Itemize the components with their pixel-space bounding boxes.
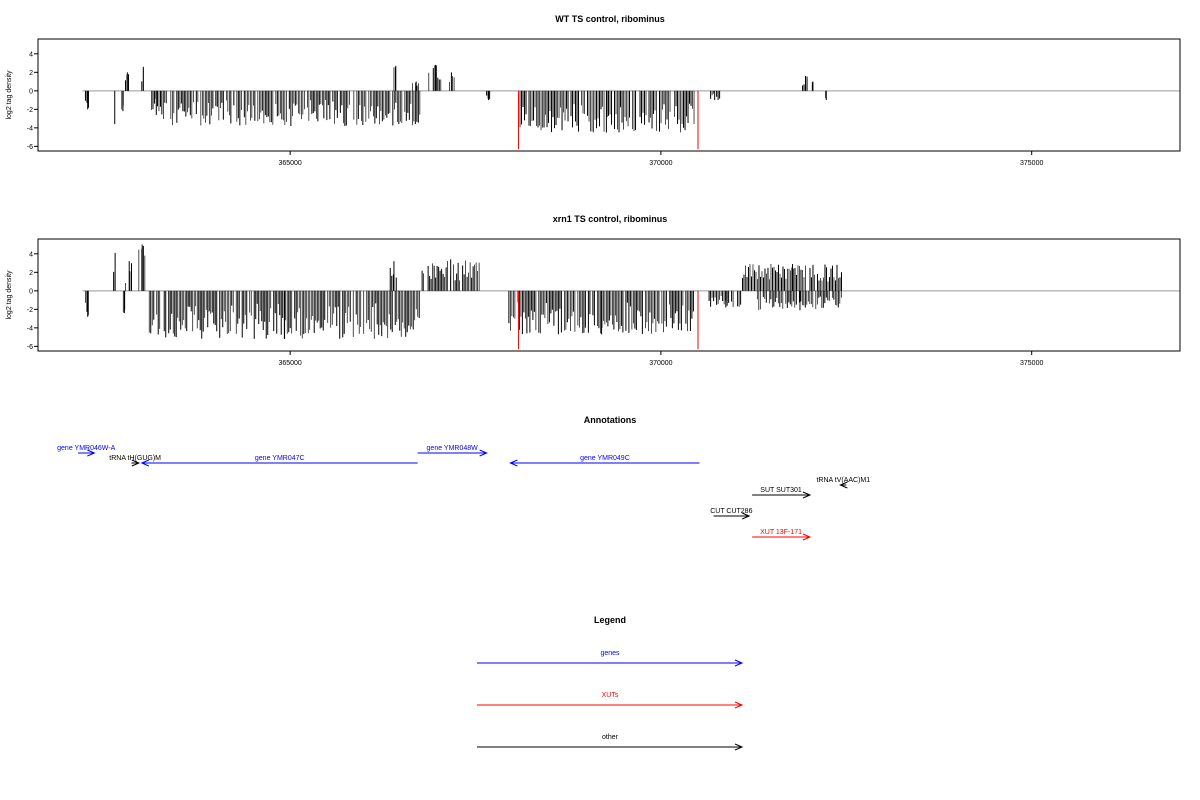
feature-arrowhead: [839, 481, 848, 489]
y-tick-label: 0: [29, 288, 33, 295]
feature-label: SUT SUT301: [760, 487, 802, 494]
feature-arrowhead: [87, 449, 96, 457]
x-tick-label: 370000: [649, 360, 672, 367]
density-bars: [82, 64, 1180, 150]
annotation-feature: tRNA tH(GUG)M: [109, 455, 161, 467]
legend-title: Legend: [594, 615, 626, 625]
feature-arrowhead: [140, 459, 150, 467]
legend-arrowhead: [734, 701, 744, 709]
legend-arrowhead: [734, 743, 744, 751]
y-axis: -6 -4 -2 0 2 4: [27, 51, 39, 151]
feature-label: tRNA tH(GUG)M: [109, 455, 161, 462]
y-tick-label: 0: [29, 88, 33, 95]
annotation-feature: gene YMR049C: [509, 455, 700, 467]
legend-entry-label: genes: [600, 650, 620, 657]
y-tick-label: -4: [27, 325, 33, 332]
feature-label: CUT CUT286: [710, 508, 752, 515]
annotation-feature: gene YMR047C: [140, 455, 418, 467]
annotation-feature: XUT 13F-171: [752, 529, 812, 541]
annotation-feature: SUT SUT301: [752, 487, 812, 499]
legend-entry: genes: [477, 650, 744, 667]
feature-arrowhead: [741, 512, 751, 520]
y-tick-label: 4: [29, 251, 33, 258]
y-axis-label: log2 tag density: [6, 270, 13, 320]
annotation-feature: tRNA tV(AAC)M1: [816, 477, 870, 489]
feature-arrowhead: [131, 459, 141, 467]
legend-entry: other: [477, 734, 744, 751]
feature-label: gene YMR046W-A: [57, 445, 115, 452]
legend-arrowhead: [734, 659, 744, 667]
annotation-feature: gene YMR046W-A: [57, 445, 116, 457]
legend-entry: XUTs: [477, 692, 744, 709]
x-tick-label: 375000: [1020, 360, 1043, 367]
y-tick-label: 2: [29, 270, 33, 277]
y-axis-label: log2 tag density: [6, 70, 13, 120]
annotations-title: Annotations: [584, 415, 637, 425]
density-bars: [82, 244, 1180, 350]
feature-label: gene YMR047C: [255, 455, 305, 462]
annotation-feature: CUT CUT286: [710, 508, 753, 520]
x-tick-label: 365000: [278, 360, 301, 367]
feature-label: tRNA tV(AAC)M1: [816, 477, 870, 484]
panel-title: xrn1 TS control, ribominus: [553, 214, 668, 224]
panel-title: WT TS control, ribominus: [555, 14, 665, 24]
feature-label: gene YMR048W: [427, 445, 479, 452]
feature-label: gene YMR049C: [580, 455, 630, 462]
legend: Legend genes XUTs other: [477, 615, 744, 751]
y-tick-label: 2: [29, 70, 33, 77]
x-tick-label: 365000: [278, 160, 301, 167]
x-tick-label: 375000: [1020, 160, 1043, 167]
feature-label: XUT 13F-171: [760, 529, 802, 536]
wt-density-panel: WT TS control, ribominus -6 -4 -2 0 2 4 36500…: [6, 14, 1181, 167]
feature-arrowhead: [509, 459, 518, 467]
y-tick-label: -6: [27, 144, 33, 151]
y-tick-label: -4: [27, 125, 33, 132]
legend-entry-label: XUTs: [602, 692, 619, 699]
xrn1-density-panel: xrn1 TS control, ribominus -6 -4 -2 0 2 4 365…: [6, 214, 1181, 367]
feature-arrowhead: [802, 491, 812, 499]
annotation-features: gene YMR046W-A tRNA tH(GUG)M gene YMR047C g…: [57, 445, 870, 541]
y-tick-label: -2: [27, 107, 33, 114]
y-tick-label: 4: [29, 51, 33, 58]
x-axis: 365000 370000 375000: [278, 151, 1043, 167]
x-axis: 365000 370000 375000: [278, 351, 1043, 367]
feature-arrowhead: [802, 533, 812, 541]
x-tick-label: 370000: [649, 160, 672, 167]
annotation-feature: gene YMR048W: [417, 445, 488, 457]
y-axis: -6 -4 -2 0 2 4: [27, 251, 39, 351]
y-tick-label: -6: [27, 344, 33, 351]
legend-entry-label: other: [602, 734, 619, 741]
y-tick-label: -2: [27, 307, 33, 314]
feature-arrowhead: [479, 449, 488, 457]
legend-entries: genes XUTs other: [477, 650, 744, 751]
